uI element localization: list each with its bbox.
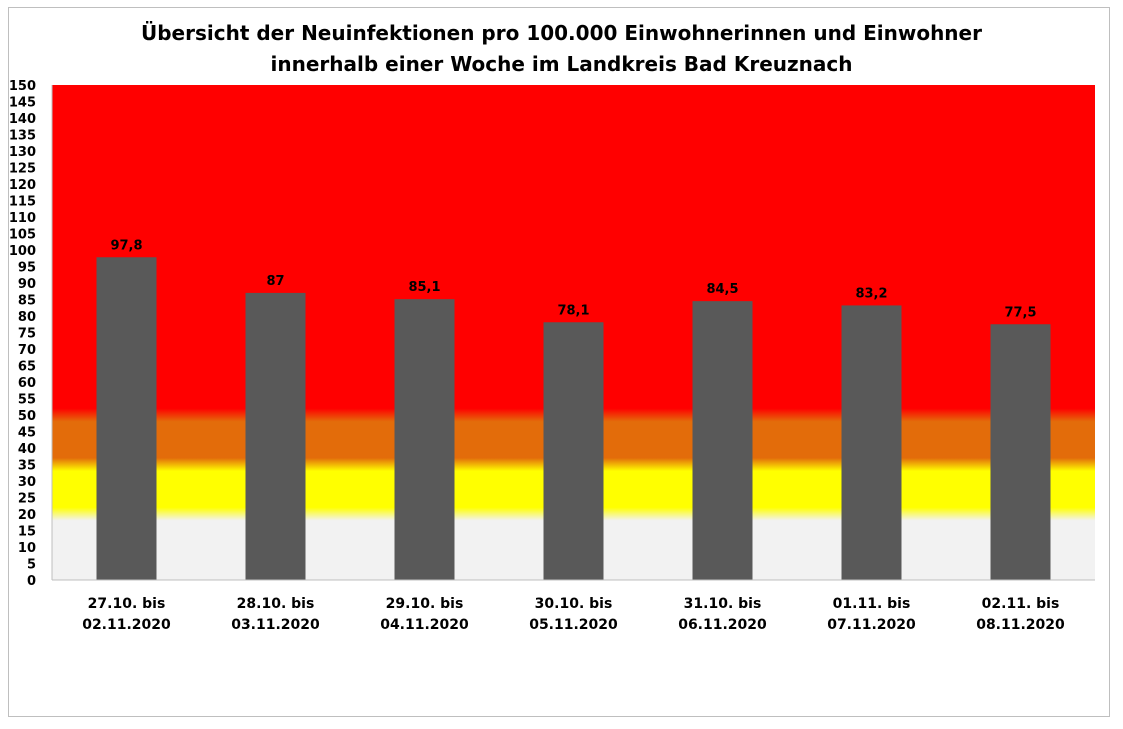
data-label: 78,1	[557, 303, 589, 318]
y-tick-label: 125	[9, 162, 36, 177]
x-tick-label: 29.10. bis	[386, 596, 464, 612]
x-tick-label: 02.11.2020	[82, 617, 171, 633]
y-tick-label: 0	[27, 574, 36, 589]
y-tick-label: 115	[9, 195, 36, 210]
y-tick-label: 140	[9, 112, 36, 127]
bar	[543, 322, 604, 580]
bar	[990, 324, 1051, 580]
y-tick-label: 130	[9, 145, 36, 160]
data-label: 87	[266, 274, 284, 289]
y-tick-label: 70	[18, 343, 36, 358]
x-tick-label: 04.11.2020	[380, 617, 469, 633]
x-tick-label: 31.10. bis	[684, 596, 762, 612]
y-tick-label: 105	[9, 228, 36, 243]
y-tick-label: 55	[18, 393, 36, 408]
bar	[394, 299, 455, 580]
y-tick-label: 75	[18, 327, 36, 342]
y-tick-label: 10	[18, 541, 36, 556]
y-tick-label: 80	[18, 310, 36, 325]
y-tick-label: 40	[18, 442, 36, 457]
y-tick-label: 100	[9, 244, 36, 259]
bar	[841, 305, 902, 580]
data-label: 85,1	[408, 280, 440, 295]
y-tick-label: 135	[9, 129, 36, 144]
y-tick-label: 60	[18, 376, 36, 391]
y-tick-label: 65	[18, 360, 36, 375]
y-tick-label: 5	[27, 558, 36, 573]
y-tick-label: 30	[18, 475, 36, 490]
chart-title-line-2: innerhalb einer Woche im Landkreis Bad K…	[270, 52, 853, 76]
y-tick-label: 90	[18, 277, 36, 292]
x-tick-label: 03.11.2020	[231, 617, 320, 633]
chart-frame	[8, 7, 1110, 717]
x-tick-label: 07.11.2020	[827, 617, 916, 633]
x-tick-label: 06.11.2020	[678, 617, 767, 633]
y-tick-label: 35	[18, 459, 36, 474]
bar	[96, 257, 157, 580]
x-tick-label: 01.11. bis	[833, 596, 911, 612]
x-tick-label: 02.11. bis	[982, 596, 1060, 612]
x-tick-label: 30.10. bis	[535, 596, 613, 612]
y-tick-label: 20	[18, 508, 36, 523]
y-tick-label: 45	[18, 426, 36, 441]
y-tick-label: 50	[18, 409, 36, 424]
bar	[692, 301, 753, 580]
y-tick-label: 145	[9, 96, 36, 111]
y-tick-label: 25	[18, 492, 36, 507]
y-tick-label: 120	[9, 178, 36, 193]
chart-title: Übersicht der Neuinfektionen pro 100.000…	[0, 18, 1123, 80]
bar	[245, 292, 306, 580]
x-tick-label: 08.11.2020	[976, 617, 1065, 633]
data-label: 84,5	[706, 282, 738, 297]
y-tick-label: 15	[18, 525, 36, 540]
x-tick-label: 28.10. bis	[237, 596, 315, 612]
y-tick-label: 95	[18, 261, 36, 276]
x-tick-label: 27.10. bis	[88, 596, 166, 612]
data-label: 77,5	[1004, 305, 1036, 320]
y-tick-label: 85	[18, 294, 36, 309]
x-tick-label: 05.11.2020	[529, 617, 618, 633]
data-label: 83,2	[855, 286, 887, 301]
y-tick-label: 150	[9, 79, 36, 94]
chart-title-line-1: Übersicht der Neuinfektionen pro 100.000…	[141, 21, 982, 45]
y-tick-label: 110	[9, 211, 36, 226]
data-label: 97,8	[110, 238, 142, 253]
